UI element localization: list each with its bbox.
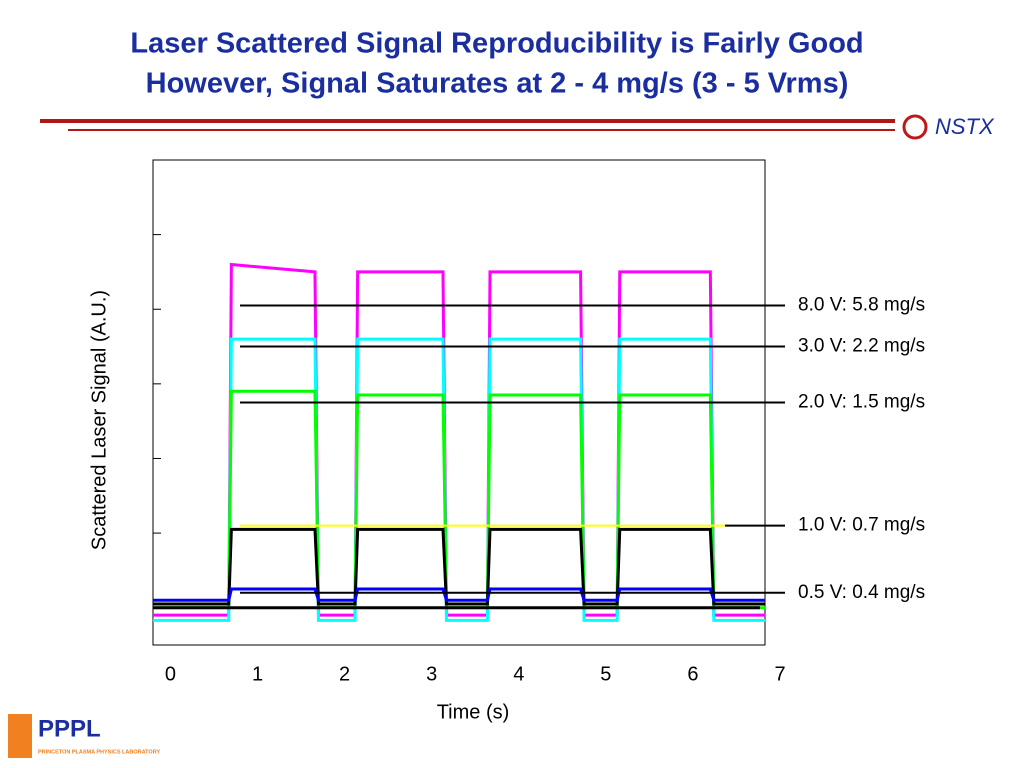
x-tick-label: 0 — [165, 663, 176, 685]
series-line — [153, 337, 766, 622]
annotation-label: 0.5 V: 0.4 mg/s — [798, 582, 925, 603]
series-line — [153, 389, 766, 610]
annotation-label: 3.0 V: 2.2 mg/s — [798, 336, 925, 357]
x-tick-label: 1 — [252, 663, 263, 685]
annotation-label: 8.0 V: 5.8 mg/s — [798, 295, 925, 316]
x-tick-label: 2 — [339, 663, 350, 685]
y-axis-label: Scattered Laser Signal (A.U.) — [88, 290, 110, 550]
series-line — [153, 527, 766, 606]
series-line — [153, 587, 766, 602]
x-tick-label: 5 — [600, 663, 611, 685]
x-tick-label: 4 — [513, 663, 524, 685]
nstx-logo-text: NSTX — [935, 114, 995, 139]
nstx-logo — [902, 114, 928, 140]
annotation-label: 2.0 V: 1.5 mg/s — [798, 392, 925, 413]
series-line — [153, 262, 766, 617]
x-axis-label: Time (s) — [437, 701, 510, 723]
x-tick-label: 7 — [774, 663, 785, 685]
pppl-logo-text: PPPL — [38, 715, 101, 742]
slide-title: However, Signal Saturates at 2 - 4 mg/s … — [146, 68, 849, 100]
x-tick-label: 3 — [426, 663, 437, 685]
annotation-label: 1.0 V: 0.7 mg/s — [798, 515, 925, 536]
slide-title: Laser Scattered Signal Reproducibility i… — [130, 28, 863, 60]
pppl-logo — [8, 714, 32, 758]
pppl-logo-sub: PRINCETON PLASMA PHYSICS LABORATORY — [38, 749, 160, 755]
x-tick-label: 6 — [687, 663, 698, 685]
